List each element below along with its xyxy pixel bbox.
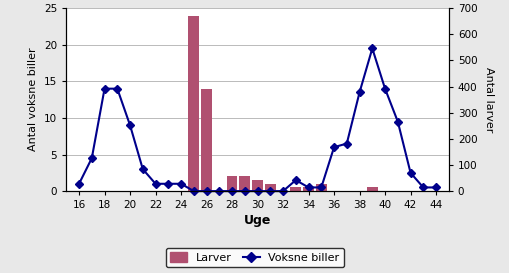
Bar	[366, 188, 377, 191]
Bar	[251, 180, 263, 191]
Y-axis label: Antal larver: Antal larver	[483, 67, 493, 132]
Bar	[188, 16, 199, 191]
Bar	[315, 184, 326, 191]
Bar	[302, 188, 314, 191]
Bar	[226, 176, 237, 191]
Bar	[239, 176, 250, 191]
Bar	[201, 89, 212, 191]
Legend: Larver, Voksne biller: Larver, Voksne biller	[165, 248, 344, 268]
Bar	[264, 184, 275, 191]
X-axis label: Uge: Uge	[243, 214, 271, 227]
Y-axis label: Antal voksne biller: Antal voksne biller	[29, 48, 38, 152]
Bar	[290, 188, 301, 191]
